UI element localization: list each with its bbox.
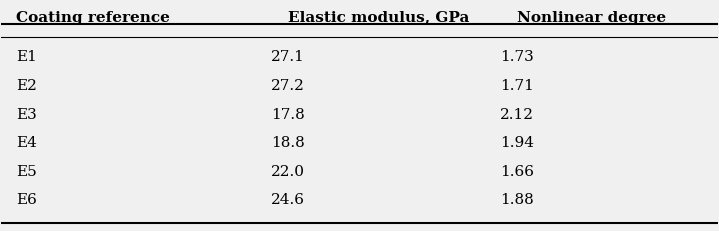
Text: E3: E3 bbox=[16, 107, 37, 122]
Text: 1.73: 1.73 bbox=[500, 50, 534, 64]
Text: 22.0: 22.0 bbox=[271, 164, 305, 179]
Text: 1.88: 1.88 bbox=[500, 193, 534, 207]
Text: 1.71: 1.71 bbox=[500, 79, 534, 93]
Text: 18.8: 18.8 bbox=[271, 136, 305, 150]
Text: Nonlinear degree: Nonlinear degree bbox=[517, 11, 667, 24]
Text: 27.2: 27.2 bbox=[271, 79, 305, 93]
Text: 1.94: 1.94 bbox=[500, 136, 534, 150]
Text: 1.66: 1.66 bbox=[500, 164, 534, 179]
Text: 17.8: 17.8 bbox=[271, 107, 305, 122]
Text: Elastic modulus, GPa: Elastic modulus, GPa bbox=[288, 11, 470, 24]
Text: E4: E4 bbox=[16, 136, 37, 150]
Text: 27.1: 27.1 bbox=[271, 50, 305, 64]
Text: Coating reference: Coating reference bbox=[16, 11, 170, 24]
Text: E6: E6 bbox=[16, 193, 37, 207]
Text: 24.6: 24.6 bbox=[271, 193, 305, 207]
Text: E5: E5 bbox=[16, 164, 37, 179]
Text: E1: E1 bbox=[16, 50, 37, 64]
Text: 2.12: 2.12 bbox=[500, 107, 534, 122]
Text: E2: E2 bbox=[16, 79, 37, 93]
